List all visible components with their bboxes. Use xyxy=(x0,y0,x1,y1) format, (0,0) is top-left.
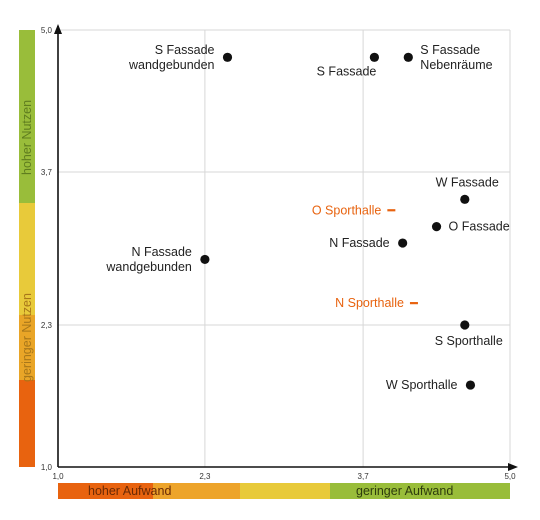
x-tick-label: 3,7 xyxy=(358,472,370,481)
point-label-line: S Fassade xyxy=(317,64,377,78)
x-effort-color-band: hoher Aufwand geringer Aufwand xyxy=(58,483,510,499)
point-label: W Sporthalle xyxy=(386,378,458,392)
point-label: N Fassade xyxy=(329,236,389,250)
data-point xyxy=(200,254,210,265)
point-label-line: Nebenräume xyxy=(420,58,492,72)
grid-lines xyxy=(58,29,511,467)
tick-labels: 1,0 2,3 3,7 5,0 1,0 2,3 3,7 5,0 xyxy=(41,26,516,481)
point-label: W Fassade xyxy=(436,175,499,189)
data-point xyxy=(460,194,470,204)
y-tick-label: 2,3 xyxy=(41,321,53,330)
point-label-line: wandgebunden xyxy=(105,260,192,274)
point-label: S Sporthalle xyxy=(435,334,503,348)
marker-label: N Sporthalle xyxy=(335,296,404,310)
data-point xyxy=(431,222,442,232)
x-tick-label: 1,0 xyxy=(52,472,64,481)
y-benefit-color-band: hoher Nutzen geringer Nutzen xyxy=(19,30,35,467)
point-label-line: wandgebunden xyxy=(128,58,215,72)
x-axis-arrow xyxy=(508,463,518,471)
data-point xyxy=(403,52,413,62)
y-tick-label: 5,0 xyxy=(41,26,53,35)
point-label-line: S Fassade xyxy=(420,43,480,57)
point-label: O Fassade xyxy=(449,220,510,234)
point-label: S Fassade Nebenräume xyxy=(420,43,492,72)
marker-label: O Sporthalle xyxy=(312,203,382,217)
point-label: S Fassade xyxy=(317,64,377,78)
point-label: N Fassade wandgebunden xyxy=(105,245,192,274)
data-point xyxy=(369,52,379,62)
x-band-segment xyxy=(240,483,330,499)
x-band-segment xyxy=(153,483,240,499)
axes xyxy=(54,24,518,471)
point-label-line: N Fassade xyxy=(329,236,389,250)
point-label-line: W Fassade xyxy=(436,175,499,189)
data-points xyxy=(200,52,476,390)
point-label-line: N Fassade xyxy=(131,245,191,259)
data-point xyxy=(460,320,470,330)
point-label-line: W Sporthalle xyxy=(386,378,458,392)
point-label-line: S Fassade xyxy=(155,43,215,57)
y-band-label-top: hoher Nutzen xyxy=(20,100,34,175)
data-point xyxy=(398,238,408,248)
x-tick-label: 2,3 xyxy=(199,472,211,481)
y-band-segment xyxy=(19,380,35,467)
x-tick-label: 5,0 xyxy=(504,472,516,481)
y-axis-arrow xyxy=(54,24,62,34)
data-point xyxy=(465,380,476,390)
y-tick-label: 3,7 xyxy=(41,168,53,177)
y-band-segment xyxy=(19,203,35,315)
y-band-segment xyxy=(19,315,35,380)
point-label-line: S Sporthalle xyxy=(435,334,503,348)
y-band-label-bottom: geringer Nutzen xyxy=(20,293,34,382)
x-band-segment xyxy=(58,483,153,499)
x-band-segment xyxy=(330,483,510,499)
x-band-label-left: hoher Aufwand xyxy=(88,484,171,498)
y-band-segment xyxy=(19,30,35,203)
x-band-label-right: geringer Aufwand xyxy=(356,484,453,498)
data-point xyxy=(222,52,233,62)
point-label-line: O Fassade xyxy=(449,220,510,234)
y-tick-label: 1,0 xyxy=(41,463,53,472)
point-label: S Fassade wandgebunden xyxy=(128,43,215,72)
